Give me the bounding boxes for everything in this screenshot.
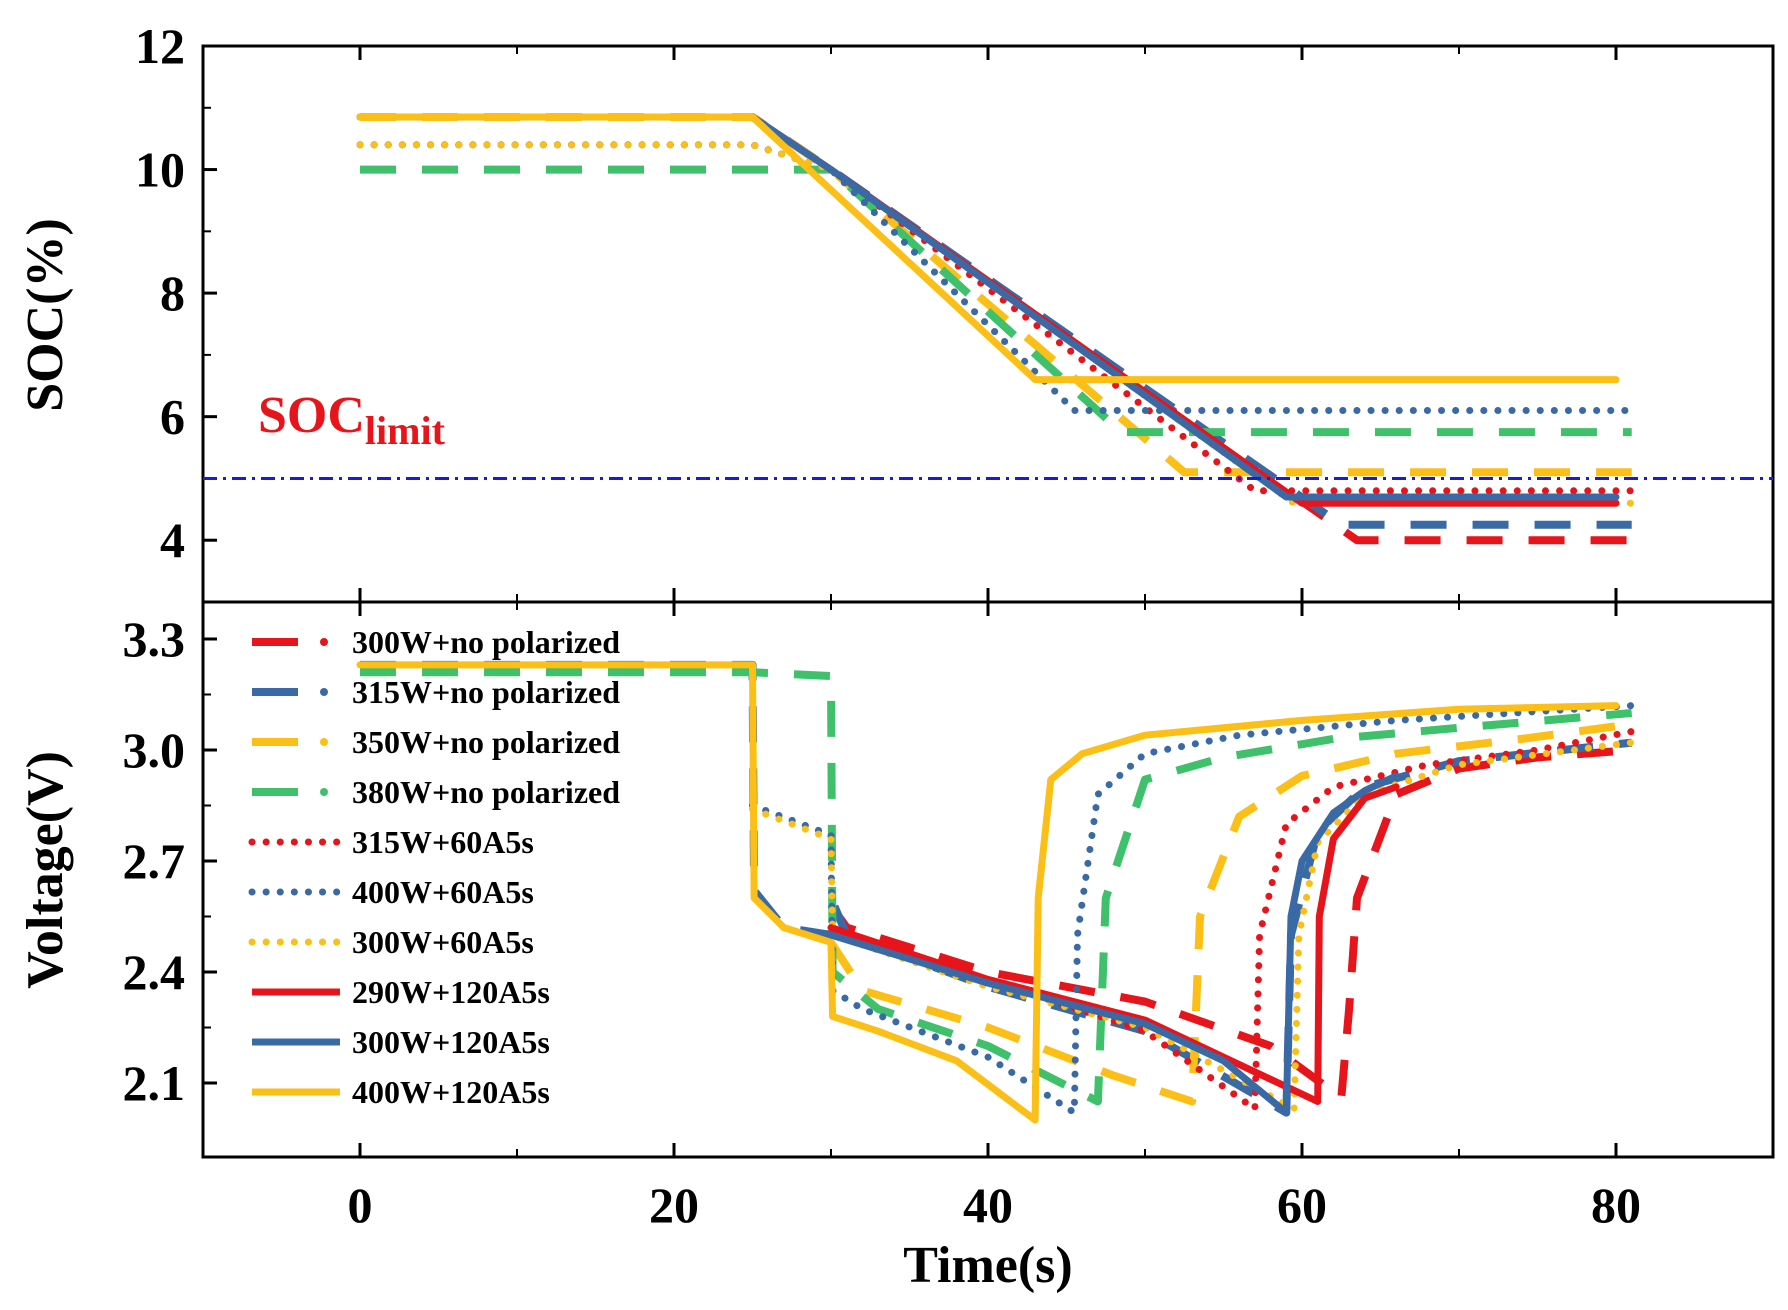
x-tick-label: 40 bbox=[963, 1177, 1013, 1233]
soc-limit-subscript: limit bbox=[365, 408, 446, 453]
x-tick-label: 0 bbox=[348, 1177, 373, 1233]
soc-y-tick-label: 8 bbox=[160, 265, 185, 321]
legend-label: 350W+no polarized bbox=[352, 724, 620, 760]
legend-label: 300W+120A5s bbox=[352, 1024, 550, 1060]
soc-panel-frame bbox=[201, 44, 1775, 604]
voltage-series-group bbox=[356, 660, 1636, 1124]
series-line-soc-380w-no-polarized bbox=[360, 165, 1632, 437]
series-line-voltage-300w-120a5s bbox=[827, 772, 1400, 1117]
voltage-y-tick-label: 2.4 bbox=[123, 944, 186, 1000]
voltage-y-tick-label: 2.1 bbox=[123, 1055, 186, 1111]
series-line-voltage-350w-no-polarized bbox=[827, 720, 1633, 1106]
legend-label: 300W+60A5s bbox=[352, 924, 534, 960]
series-line-voltage-315w-60a5s bbox=[827, 728, 1636, 1113]
soc-limit-main: SOC bbox=[258, 387, 365, 444]
legend-label: 400W+120A5s bbox=[352, 1074, 550, 1110]
x-tick-label: 60 bbox=[1277, 1177, 1327, 1233]
x-tick-label: 80 bbox=[1591, 1177, 1641, 1233]
legend-swatch-dot bbox=[320, 638, 328, 646]
soc-y-tick-label: 4 bbox=[160, 512, 185, 568]
legend: 300W+no polarized 315W+no polarized 350W+n… bbox=[248, 624, 620, 1110]
series-line-soc-290w-120a5s bbox=[356, 113, 1620, 507]
series-line-soc-400w-120a5s bbox=[356, 113, 1620, 384]
x-tick-label: 20 bbox=[649, 1177, 699, 1233]
soc-y-axis-title: SOC(%) bbox=[17, 218, 74, 412]
ticks-group: 4 6 8 10 12 2.1 2.4 2.7 3.0 3.3 0 20 40 60 80 bbox=[123, 18, 1642, 1233]
soc-y-tick-label: 6 bbox=[160, 389, 185, 445]
series-line-voltage-300w-no-polarized bbox=[827, 746, 1633, 1102]
legend-label: 380W+no polarized bbox=[352, 774, 620, 810]
voltage-y-tick-label: 2.7 bbox=[123, 833, 186, 889]
series-line-soc-400w-60a5s bbox=[356, 141, 1636, 414]
x-axis-title: Time(s) bbox=[903, 1237, 1072, 1294]
voltage-y-axis-title: Voltage(V) bbox=[17, 751, 74, 989]
legend-label: 315W+60A5s bbox=[352, 824, 534, 860]
soc-y-tick-label: 12 bbox=[135, 18, 185, 74]
legend-swatch-dot bbox=[320, 788, 328, 796]
series-line-voltage-400w-120a5s bbox=[356, 661, 1620, 1124]
legend-label: 315W+no polarized bbox=[352, 674, 620, 710]
legend-label: 300W+no polarized bbox=[352, 624, 620, 660]
voltage-y-tick-label: 3.3 bbox=[123, 611, 186, 667]
series-line-voltage-380w-no-polarized bbox=[360, 668, 1633, 1106]
legend-swatch-dot bbox=[320, 738, 328, 746]
soc-series-group bbox=[356, 113, 1636, 545]
soc-y-tick-label: 10 bbox=[135, 142, 185, 198]
legend-label: 290W+120A5s bbox=[352, 974, 550, 1010]
soc-limit-annotation: SOClimit bbox=[258, 387, 446, 453]
legend-swatch-dot bbox=[320, 688, 328, 696]
series-line-voltage-290w-120a5s bbox=[827, 783, 1400, 1105]
legend-label: 400W+60A5s bbox=[352, 874, 534, 910]
voltage-y-tick-label: 3.0 bbox=[123, 722, 186, 778]
